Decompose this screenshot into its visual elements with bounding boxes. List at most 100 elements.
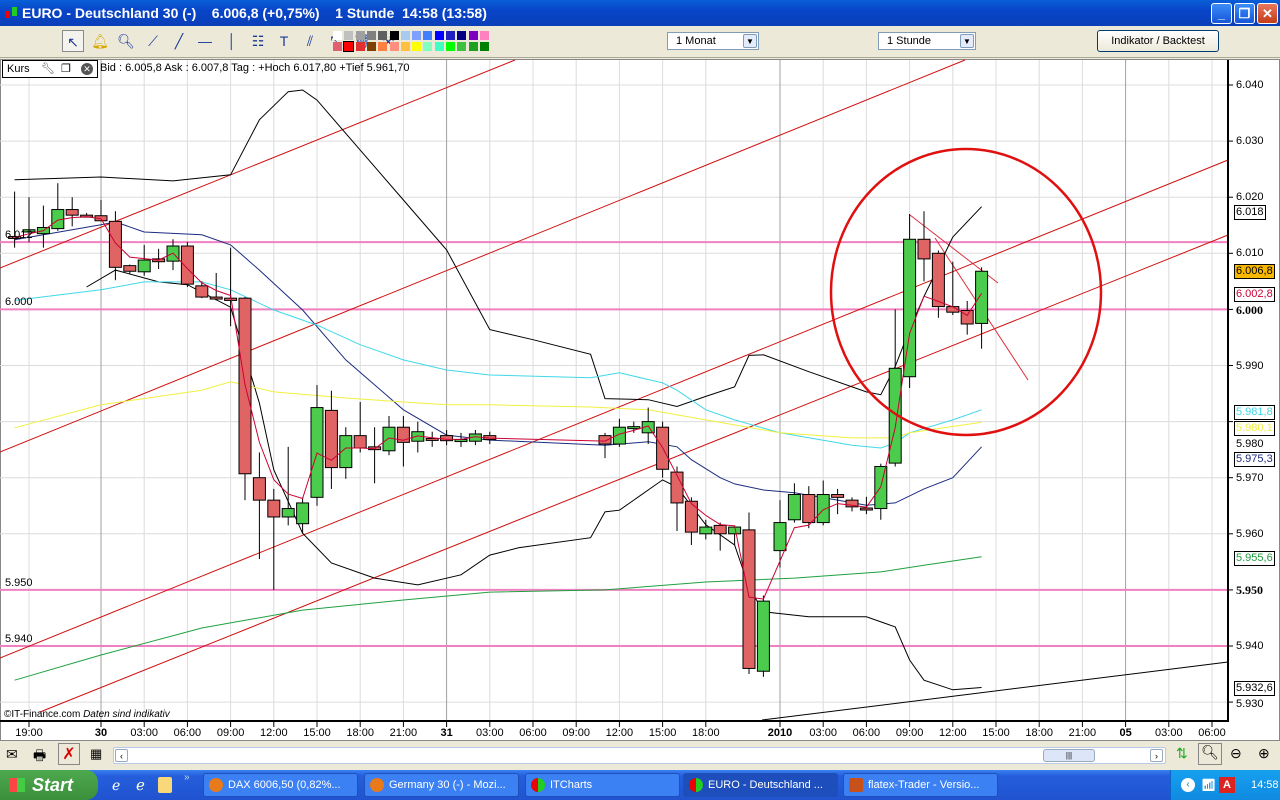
color-swatch[interactable] [343, 41, 355, 52]
color-swatch[interactable] [423, 31, 433, 40]
start-button[interactable]: Start [0, 770, 98, 800]
candle [612, 426, 626, 445]
scroll-right-button[interactable]: › [1150, 749, 1163, 762]
color-swatch[interactable] [423, 42, 433, 51]
color-swatch[interactable] [412, 31, 422, 40]
parallel-lines-icon[interactable]: ⫽ [306, 33, 314, 49]
interval-select[interactable]: 1 Stunde ▼ [878, 32, 976, 50]
color-swatch[interactable] [333, 31, 342, 40]
candle [845, 499, 859, 508]
scroll-left-button[interactable]: ‹ [115, 749, 128, 762]
color-swatch[interactable] [412, 42, 422, 51]
text-icon[interactable]: T [279, 33, 289, 49]
chart-type-icon[interactable]: ⇅ [1176, 745, 1188, 761]
color-swatch[interactable] [457, 42, 467, 51]
taskbar-item[interactable]: DAX 6006,50 (0,82%... [203, 773, 358, 797]
color-swatch[interactable] [468, 31, 478, 40]
chart-area[interactable] [0, 59, 1280, 741]
outlook-icon[interactable] [158, 777, 172, 793]
zoom-in-icon[interactable]: 🔍︎ [117, 33, 135, 49]
indicator-line [14, 556, 982, 681]
taskbar-item[interactable]: flatex-Trader - Versio... [843, 773, 998, 797]
tray-expand-icon[interactable]: ‹ [1181, 778, 1195, 792]
remove-series-icon[interactable]: ✕ [81, 63, 93, 75]
window-icon[interactable]: ❐ [61, 63, 71, 75]
candle [180, 245, 194, 285]
color-swatch[interactable] [479, 31, 489, 40]
period-select[interactable]: 1 Monat ▼ [667, 32, 759, 50]
indicator-chart-icon[interactable]: ☷ [251, 33, 265, 49]
color-swatch[interactable] [468, 42, 478, 51]
series-legend-box: Kurs 🔧︎ ❐ ✕ [2, 60, 98, 78]
taskbar-item-label: flatex-Trader - Versio... [868, 779, 980, 791]
taskbar-item[interactable]: EURO - Deutschland ... [683, 773, 838, 797]
color-swatch[interactable] [457, 31, 467, 40]
delete-chart-icon[interactable]: ✗ [58, 743, 80, 765]
y-tick-label: 5.980 [1236, 437, 1264, 450]
color-swatch[interactable] [434, 42, 444, 51]
color-swatch[interactable] [389, 42, 399, 51]
candle [903, 238, 917, 378]
color-swatch[interactable] [479, 42, 489, 51]
horizontal-line-icon[interactable]: — [198, 33, 212, 49]
candle [440, 435, 454, 442]
color-swatch[interactable] [389, 31, 399, 40]
indicator-backtest-button[interactable]: Indikator / Backtest [1097, 30, 1219, 52]
maximize-button[interactable]: ❐ [1234, 3, 1255, 24]
ie-icon[interactable]: ℯ [112, 777, 121, 793]
x-tick-label: 21:00 [389, 727, 418, 739]
minimize-button[interactable]: _ [1211, 3, 1232, 24]
wrench-icon[interactable]: 🔧︎ [41, 63, 55, 75]
scroll-thumb[interactable]: ||| [1043, 749, 1095, 762]
taskbar-item[interactable]: ITCharts [525, 773, 680, 797]
color-swatch[interactable] [378, 31, 388, 40]
zoom-out-icon[interactable]: ⊖ [1230, 745, 1242, 761]
y-tick-label: 6.030 [1236, 135, 1264, 148]
color-swatch[interactable] [366, 31, 376, 40]
price-marker: 5.932,6 [1234, 680, 1275, 696]
pointer-icon[interactable]: ↖ [62, 30, 84, 52]
color-swatch[interactable] [355, 31, 365, 40]
fibonacci-icon[interactable]: ⤡ [330, 33, 342, 49]
line-icon[interactable]: ⟋ [148, 33, 158, 49]
price-marker: 5.981,8 [1234, 404, 1275, 420]
color-swatch[interactable] [434, 31, 444, 40]
data-note: Daten sind indikativ [83, 709, 170, 720]
support-line-label: 5.950 [5, 576, 33, 589]
antivirus-icon[interactable]: A [1219, 777, 1235, 793]
chart-scrollbar[interactable]: ‹ ||| › [113, 747, 1166, 764]
color-swatch[interactable] [355, 42, 365, 51]
browser-icon[interactable]: ℯ [136, 777, 145, 794]
x-tick-label: 15:00 [648, 727, 677, 739]
trendline-icon[interactable]: ╱ [174, 33, 184, 49]
x-tick-label: 18:00 [346, 727, 374, 739]
mail-icon[interactable]: ✉ [6, 746, 18, 762]
price-marker: 5.955,6 [1234, 551, 1275, 567]
print-icon[interactable]: 🖶︎ [33, 747, 47, 763]
color-swatch[interactable] [400, 42, 410, 51]
grid-icon[interactable]: ▦ [90, 746, 103, 761]
zoom-in-icon[interactable]: ⊕ [1258, 745, 1270, 761]
zoom-fit-icon[interactable]: 🔍︎ [1198, 743, 1222, 765]
candle [917, 238, 931, 260]
y-tick-label: 5.930 [1236, 697, 1264, 710]
color-swatch[interactable] [400, 31, 410, 40]
network-icon[interactable]: 📶︎ [1201, 778, 1217, 792]
more-quicklaunch-icon[interactable]: » [184, 772, 190, 783]
color-swatch[interactable] [366, 42, 376, 51]
close-button[interactable]: ✕ [1257, 3, 1278, 24]
color-swatch[interactable] [378, 42, 388, 51]
alarm-bell-icon[interactable]: 🔔︎ [91, 33, 109, 49]
price-chart[interactable] [0, 59, 1280, 741]
taskbar-item[interactable]: Germany 30 (-) - Mozi... [364, 773, 519, 797]
color-swatch[interactable] [333, 42, 342, 51]
candle [831, 494, 845, 498]
color-swatch[interactable] [344, 31, 354, 40]
title-bar: EURO - Deutschland 30 (-) 6.006,8 (+0,75… [0, 0, 1280, 26]
candle [684, 500, 698, 533]
indicator-line [14, 89, 982, 408]
x-tick-label: 15:00 [303, 727, 331, 739]
color-swatch[interactable] [446, 31, 455, 40]
vertical-line-icon[interactable]: │ [227, 33, 237, 49]
color-swatch[interactable] [446, 42, 455, 51]
